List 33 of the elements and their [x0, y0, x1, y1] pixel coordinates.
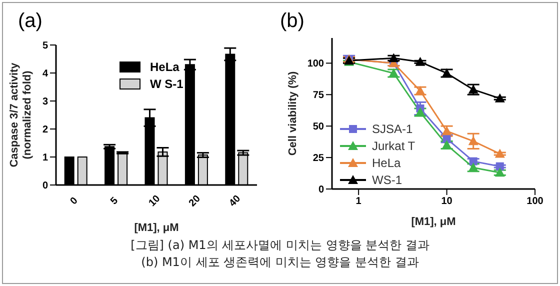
- x-tick-label: 10: [441, 196, 453, 208]
- legend-label: HeLa: [150, 60, 180, 74]
- y-tick-label: 0: [318, 184, 324, 196]
- y-tick-label: 3: [42, 96, 48, 108]
- x-tick-label: 10: [146, 193, 163, 210]
- x-tick-label: 5: [108, 195, 121, 208]
- legend-label: W S-1: [150, 76, 184, 90]
- y-tick-label: 5: [42, 40, 48, 52]
- x-tick-label: 40: [227, 193, 244, 210]
- x-tick-label: 0: [68, 195, 80, 208]
- legend-label: Jurkat T: [372, 138, 416, 152]
- y-tick-label: 50: [312, 122, 324, 133]
- y-tick-label: 100: [307, 58, 324, 70]
- x-axis-title: [M1], μM: [134, 222, 179, 234]
- y-tick-label: 1: [42, 152, 48, 164]
- y-tick-label: 25: [312, 153, 324, 164]
- text: [그림] (a) M1의 세포사멸에 미치는 영향을 분석한 결과: [130, 237, 430, 254]
- y-axis-title: Caspase 3/7 activity (normalized fold): [8, 62, 34, 168]
- y-tick-label: 0: [42, 180, 48, 192]
- x-axis-title: [M1], μM: [411, 216, 456, 228]
- text: (b) M1이 세포 생존력에 미치는 영향을 분석한 결과: [140, 254, 420, 271]
- y-tick-label: 4: [42, 68, 48, 80]
- x-tick-label: 20: [187, 193, 204, 210]
- legend-label: WS-1: [372, 172, 402, 186]
- y-tick-label: 2: [42, 124, 48, 136]
- legend-label: SJSA-1: [372, 122, 413, 136]
- chart-title: (b): [280, 10, 304, 33]
- chart-title: (a): [18, 10, 42, 33]
- x-tick-label: 1: [356, 196, 362, 208]
- y-tick-label: 75: [312, 90, 324, 102]
- legend-label: HeLa: [372, 156, 401, 170]
- x-tick-label: 100: [526, 196, 544, 208]
- y-axis-title: Cell viability (%): [287, 70, 299, 156]
